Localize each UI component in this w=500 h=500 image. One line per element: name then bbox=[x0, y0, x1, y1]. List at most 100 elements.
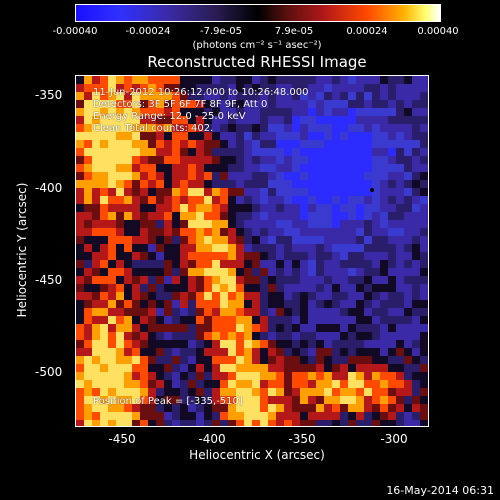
flux-pixel bbox=[252, 316, 260, 324]
flux-pixel bbox=[364, 228, 372, 236]
flux-pixel bbox=[252, 292, 260, 300]
flux-pixel bbox=[316, 412, 324, 420]
flux-pixel bbox=[420, 308, 428, 316]
flux-pixel bbox=[276, 84, 284, 92]
flux-pixel bbox=[140, 404, 148, 412]
flux-pixel bbox=[212, 396, 220, 404]
flux-pixel bbox=[172, 76, 180, 84]
flux-pixel bbox=[236, 316, 244, 324]
flux-pixel bbox=[156, 364, 164, 372]
flux-pixel bbox=[372, 188, 380, 196]
flux-pixel bbox=[332, 276, 340, 284]
flux-pixel bbox=[212, 220, 220, 228]
flux-pixel bbox=[188, 148, 196, 156]
flux-pixel bbox=[220, 252, 228, 260]
flux-pixel bbox=[84, 92, 92, 100]
flux-pixel bbox=[132, 420, 140, 426]
flux-pixel bbox=[380, 356, 388, 364]
flux-pixel bbox=[404, 76, 412, 84]
flux-pixel bbox=[108, 308, 116, 316]
flux-pixel bbox=[188, 308, 196, 316]
flux-pixel bbox=[348, 244, 356, 252]
flux-pixel bbox=[316, 324, 324, 332]
flux-pixel bbox=[372, 364, 380, 372]
flux-pixel bbox=[364, 84, 372, 92]
flux-pixel bbox=[180, 100, 188, 108]
flux-pixel bbox=[228, 388, 236, 396]
flux-pixel bbox=[92, 284, 100, 292]
flux-pixel bbox=[140, 148, 148, 156]
flux-pixel bbox=[348, 332, 356, 340]
y-tick-label: -400 bbox=[35, 181, 63, 195]
flux-pixel bbox=[220, 156, 228, 164]
flux-pixel bbox=[188, 356, 196, 364]
flux-pixel bbox=[172, 108, 180, 116]
flux-pixel bbox=[356, 340, 364, 348]
flux-pixel bbox=[276, 380, 284, 388]
flux-pixel bbox=[340, 244, 348, 252]
flux-pixel bbox=[196, 212, 204, 220]
flux-pixel bbox=[204, 412, 212, 420]
flux-pixel bbox=[92, 188, 100, 196]
flux-pixel bbox=[284, 268, 292, 276]
flux-pixel bbox=[316, 420, 324, 426]
flux-pixel bbox=[284, 132, 292, 140]
flux-pixel bbox=[316, 148, 324, 156]
flux-pixel bbox=[228, 404, 236, 412]
flux-pixel bbox=[236, 252, 244, 260]
flux-pixel bbox=[252, 308, 260, 316]
flux-pixel bbox=[276, 196, 284, 204]
flux-pixel bbox=[172, 284, 180, 292]
flux-pixel bbox=[100, 292, 108, 300]
flux-pixel bbox=[172, 228, 180, 236]
flux-pixel bbox=[308, 396, 316, 404]
flux-pixel bbox=[148, 348, 156, 356]
flux-pixel bbox=[92, 204, 100, 212]
flux-pixel bbox=[316, 140, 324, 148]
y-tick-label: -450 bbox=[35, 273, 63, 287]
flux-pixel bbox=[316, 132, 324, 140]
flux-pixel bbox=[172, 196, 180, 204]
flux-pixel bbox=[188, 212, 196, 220]
flux-pixel bbox=[332, 372, 340, 380]
flux-pixel bbox=[316, 308, 324, 316]
flux-pixel bbox=[212, 316, 220, 324]
flux-pixel bbox=[116, 220, 124, 228]
flux-pixel bbox=[228, 164, 236, 172]
flux-pixel bbox=[92, 308, 100, 316]
flux-pixel bbox=[332, 380, 340, 388]
flux-pixel bbox=[268, 420, 276, 426]
flux-pixel bbox=[252, 396, 260, 404]
flux-pixel bbox=[332, 204, 340, 212]
flux-pixel bbox=[220, 116, 228, 124]
flux-pixel bbox=[116, 244, 124, 252]
flux-pixel bbox=[308, 324, 316, 332]
flux-pixel bbox=[156, 124, 164, 132]
flux-pixel bbox=[156, 340, 164, 348]
flux-pixel bbox=[76, 300, 84, 308]
flux-pixel bbox=[380, 300, 388, 308]
x-tick-label: -350 bbox=[288, 432, 316, 446]
flux-pixel bbox=[84, 412, 92, 420]
flux-pixel bbox=[260, 140, 268, 148]
flux-pixel bbox=[92, 180, 100, 188]
flux-pixel bbox=[172, 252, 180, 260]
flux-pixel bbox=[412, 124, 420, 132]
flux-pixel bbox=[300, 276, 308, 284]
flux-pixel bbox=[108, 196, 116, 204]
flux-pixel bbox=[172, 236, 180, 244]
flux-pixel bbox=[196, 220, 204, 228]
flux-pixel bbox=[84, 100, 92, 108]
flux-pixel bbox=[132, 308, 140, 316]
flux-pixel bbox=[116, 92, 124, 100]
flux-pixel bbox=[324, 268, 332, 276]
flux-pixel bbox=[388, 228, 396, 236]
flux-pixel bbox=[364, 76, 372, 84]
flux-pixel bbox=[252, 268, 260, 276]
flux-pixel bbox=[84, 404, 92, 412]
flux-pixel bbox=[132, 316, 140, 324]
flux-pixel bbox=[228, 316, 236, 324]
flux-pixel bbox=[380, 148, 388, 156]
flux-pixel bbox=[132, 252, 140, 260]
flux-pixel bbox=[276, 228, 284, 236]
